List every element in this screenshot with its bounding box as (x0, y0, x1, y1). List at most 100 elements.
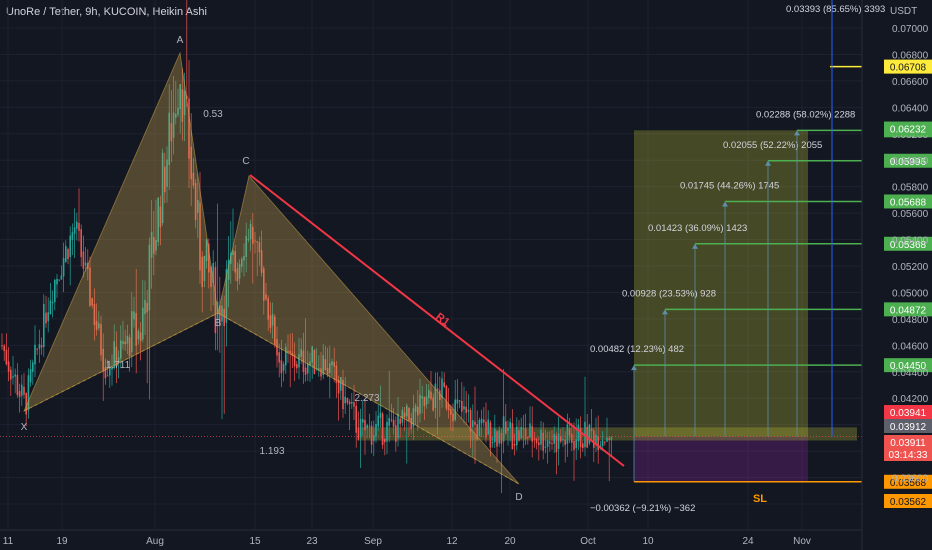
trendline-r1[interactable] (249, 174, 625, 467)
candle (353, 402, 355, 407)
currency-label: USDT (890, 6, 917, 17)
candle (293, 354, 296, 367)
trendline-label: R1 (433, 311, 451, 329)
candle (432, 397, 434, 411)
candle (430, 391, 432, 399)
pattern-point-label: B (215, 318, 222, 329)
candle (604, 441, 606, 443)
candle (265, 294, 267, 300)
candle (439, 390, 441, 401)
candle (551, 443, 553, 445)
candle (232, 250, 234, 256)
pattern-ratio-label: 1.711 (106, 360, 131, 371)
price-tick: 0.06800 (892, 50, 929, 61)
candle (489, 422, 492, 448)
candle (69, 235, 71, 257)
target-arrowhead (692, 243, 698, 249)
candle (54, 279, 56, 303)
candle (40, 345, 43, 348)
candle (245, 236, 247, 257)
candle (560, 436, 562, 442)
candle (208, 243, 210, 273)
candle (443, 382, 445, 387)
target-price-tag (884, 59, 932, 74)
candle (590, 428, 593, 432)
candle (606, 437, 608, 442)
candle (263, 268, 265, 301)
candle (483, 419, 485, 423)
candle (243, 255, 245, 261)
candle (608, 438, 610, 441)
candle (458, 400, 461, 402)
candle (122, 341, 124, 345)
candle (454, 399, 456, 420)
target-arrowhead (662, 309, 668, 315)
target-arrowhead (722, 201, 728, 207)
candle (181, 89, 184, 122)
candle (377, 415, 379, 427)
target-price-tag (884, 236, 932, 251)
candle (289, 350, 291, 354)
candle (568, 428, 571, 436)
candle (287, 350, 289, 352)
candle (535, 438, 538, 444)
candle (542, 432, 544, 451)
candle (203, 255, 206, 282)
profit-zone[interactable] (634, 130, 808, 437)
candle (419, 394, 421, 414)
candle (348, 401, 351, 405)
candle (370, 425, 373, 445)
candle (329, 363, 331, 373)
candle (311, 346, 313, 363)
candle (29, 369, 32, 383)
candle (148, 244, 151, 311)
candle (159, 206, 162, 228)
candle (214, 267, 217, 334)
candle (480, 418, 483, 424)
candle (192, 172, 195, 186)
candle (133, 311, 135, 320)
candle (520, 426, 522, 439)
candle (14, 374, 16, 377)
candle (555, 435, 558, 453)
target-label: 0.03393 (85.65%) 3393 (786, 4, 885, 15)
candle (425, 396, 428, 405)
candle (318, 368, 320, 370)
price-tick: 0.04800 (892, 315, 929, 326)
price-tag-p06232 (884, 121, 932, 136)
pattern-xb-line (23, 312, 219, 412)
candle (197, 200, 199, 213)
candle (296, 364, 298, 369)
candle (582, 443, 584, 449)
candle (399, 418, 401, 424)
target-label: 0.01745 (44.26%) 1745 (680, 180, 779, 191)
candle (313, 349, 316, 374)
candle (278, 352, 280, 363)
pattern-point-label: C (242, 156, 249, 167)
target-price-text: 0.05996 (890, 157, 927, 168)
candle (100, 324, 102, 356)
candle (575, 439, 577, 449)
loss-zone[interactable] (634, 436, 808, 482)
candle (131, 311, 133, 353)
candle (373, 435, 375, 441)
candle (362, 419, 364, 423)
candle (524, 428, 527, 440)
candle (10, 369, 12, 380)
price-tick: 0.07000 (892, 24, 929, 35)
candle (260, 250, 263, 273)
target-price-text: 0.06708 (890, 63, 927, 74)
candle (496, 431, 498, 447)
candle (150, 231, 153, 258)
target-price-text: 0.04450 (890, 361, 927, 372)
candle (170, 123, 173, 142)
candle (456, 399, 459, 404)
candle (474, 421, 476, 425)
pattern-bcd[interactable] (217, 175, 520, 485)
target-price-text: 0.05368 (890, 240, 927, 251)
candle (223, 308, 225, 327)
candle (249, 223, 252, 240)
time-tick: 15 (249, 536, 261, 547)
candle (25, 393, 27, 415)
